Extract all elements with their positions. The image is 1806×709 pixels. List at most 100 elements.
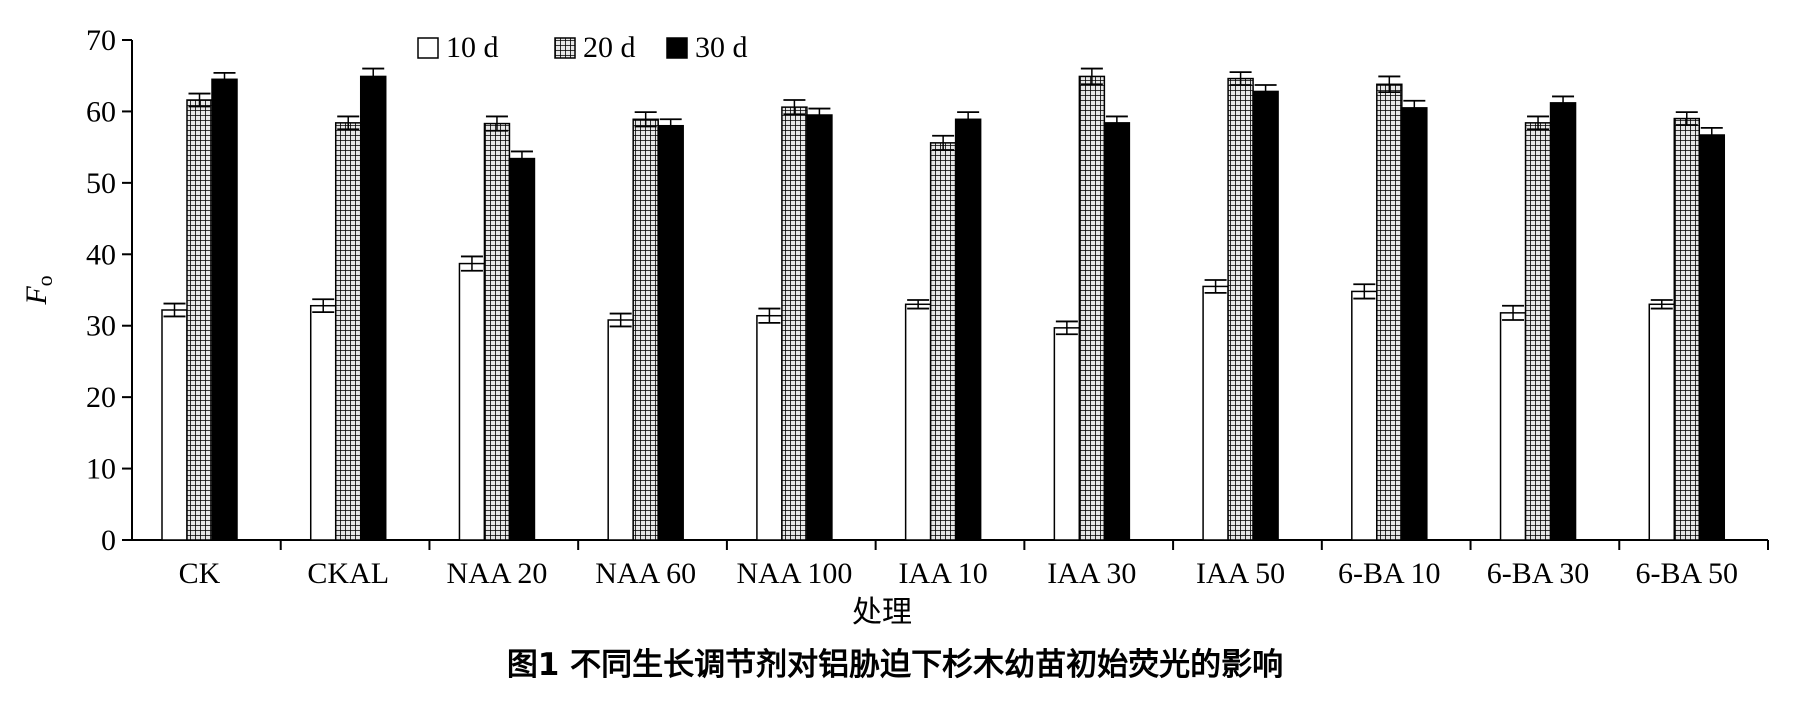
legend-swatch	[666, 37, 688, 59]
error-bar	[783, 99, 806, 116]
error-bar	[634, 111, 657, 128]
y-tick-label: 40	[86, 238, 116, 271]
bar	[334, 122, 362, 541]
error-bar	[808, 107, 831, 123]
y-tick-label: 30	[86, 310, 116, 343]
x-tick-label: NAA 20	[447, 557, 548, 590]
legend: 10 d 20 d 30 d	[417, 31, 748, 64]
bar	[1524, 122, 1552, 541]
bar	[929, 142, 957, 541]
error-bar	[188, 92, 211, 108]
bar	[756, 314, 783, 541]
bar	[806, 114, 833, 541]
error-bar	[1700, 126, 1723, 144]
error-bar	[460, 255, 483, 272]
x-tick-label: IAA 30	[1047, 557, 1136, 590]
bar	[781, 106, 808, 541]
plot-area: 0 10 20 30 40 50 60 70 CK CKAL NAA 20 NAA 60 NAA 10…	[86, 24, 1769, 590]
bar	[657, 124, 684, 541]
bar	[1401, 107, 1428, 541]
error-bar	[907, 299, 930, 310]
bar	[1252, 90, 1279, 541]
error-bar	[1080, 67, 1103, 86]
legend-swatch	[554, 37, 576, 59]
error-bar	[1055, 320, 1078, 336]
bar-series-group	[161, 75, 1726, 541]
bar	[1549, 102, 1577, 541]
error-bar	[932, 134, 955, 151]
bar	[1053, 327, 1081, 541]
bar	[161, 309, 188, 541]
error-bar	[485, 115, 508, 132]
y-tick-label: 50	[86, 167, 116, 200]
y-axis-title: Fo	[20, 275, 57, 305]
bar	[483, 122, 511, 541]
y-axis-title-subscript: o	[32, 275, 57, 286]
error-bar	[609, 312, 632, 328]
bar	[1499, 312, 1527, 541]
error-bar-group	[163, 67, 1723, 336]
error-bar	[1353, 283, 1376, 300]
y-tick-label: 70	[86, 24, 116, 57]
error-bar	[758, 307, 781, 324]
error-bar	[1650, 299, 1673, 310]
legend-label: 30 d	[695, 31, 748, 64]
error-bar	[1254, 84, 1277, 99]
y-tick-label: 20	[86, 381, 116, 414]
bar	[1698, 134, 1726, 541]
figure-caption: 图1 不同生长调节剂对铝胁迫下杉木幼苗初始荧光的影响	[507, 647, 1283, 683]
error-bar	[1552, 95, 1575, 111]
error-bar	[337, 115, 360, 131]
error-bar	[659, 118, 682, 134]
bar	[359, 75, 387, 541]
bar	[954, 118, 982, 541]
legend-item: 30 d	[666, 31, 748, 64]
x-tick-label: IAA 50	[1196, 557, 1285, 590]
error-bar	[1204, 279, 1227, 294]
error-bar	[163, 302, 186, 318]
bar	[607, 319, 634, 541]
x-tick-label: 6-BA 30	[1487, 557, 1590, 590]
bar	[1078, 75, 1106, 541]
x-tick-label: CK	[179, 557, 221, 590]
error-bar	[1403, 99, 1426, 116]
error-bar	[1105, 115, 1128, 131]
y-axis: 0 10 20 30 40 50 60 70	[86, 24, 133, 557]
bar	[1227, 77, 1254, 541]
legend-label: 20 d	[583, 31, 636, 64]
bar	[1103, 122, 1131, 541]
error-bar	[1378, 75, 1401, 94]
error-bar	[1502, 304, 1525, 321]
error-bar	[312, 298, 335, 314]
error-bar	[510, 150, 533, 167]
bar	[632, 118, 659, 541]
error-bar	[213, 71, 236, 87]
bar	[211, 78, 238, 541]
error-bar	[1229, 71, 1252, 86]
x-tick-label: 6-BA 10	[1338, 557, 1441, 590]
x-axis-title: 处理	[852, 596, 912, 629]
legend-swatch	[417, 37, 439, 59]
x-tick-label: CKAL	[307, 557, 389, 590]
x-axis: CK CKAL NAA 20 NAA 60 NAA 100 IAA 10 IAA 30 IAA…	[132, 539, 1769, 590]
x-tick-label: NAA 60	[595, 557, 696, 590]
bar	[309, 304, 337, 541]
legend-item: 20 d	[554, 31, 636, 64]
legend-label: 10 d	[446, 31, 499, 64]
bar	[1202, 285, 1229, 541]
x-tick-label: NAA 100	[736, 557, 852, 590]
y-tick-label: 10	[86, 453, 116, 486]
bar	[1648, 303, 1676, 541]
y-tick-label: 0	[101, 524, 116, 557]
x-tick-label: IAA 10	[899, 557, 988, 590]
error-bar	[957, 111, 980, 128]
error-bar	[1675, 111, 1698, 126]
x-tick-label: 6-BA 50	[1636, 557, 1739, 590]
bar	[904, 303, 932, 541]
error-bar	[362, 67, 385, 86]
bar	[1351, 290, 1378, 541]
bar	[1376, 83, 1403, 541]
bar	[186, 99, 213, 541]
y-tick-label: 60	[86, 95, 116, 128]
